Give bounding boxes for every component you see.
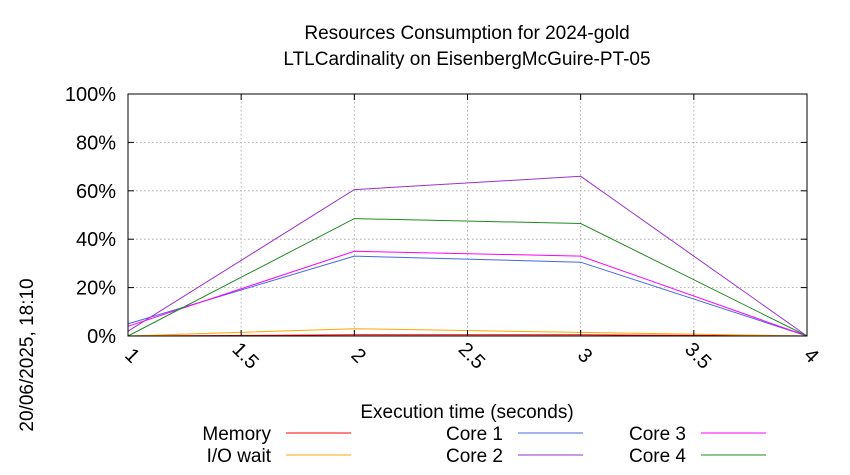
y-tick-label: 0% bbox=[87, 326, 116, 348]
y-tick-label: 80% bbox=[76, 132, 116, 154]
y-tick-label: 20% bbox=[76, 278, 116, 300]
chart-title-line-2: LTLCardinality on EisenbergMcGuire-PT-05 bbox=[283, 49, 650, 70]
x-axis-label: Execution time (seconds) bbox=[360, 402, 573, 423]
series-line-core-2 bbox=[127, 175, 808, 337]
y-tick-label: 60% bbox=[76, 181, 116, 203]
y-tick-label: 40% bbox=[76, 229, 116, 251]
x-tick-label: 2.5 bbox=[454, 338, 489, 373]
series-line-core-4 bbox=[127, 218, 808, 337]
x-tick-label: 2 bbox=[347, 344, 370, 367]
x-axis-ticks: 1 1.5 2 2.5 3 3.5 4 bbox=[120, 94, 823, 374]
y-tick-label: 100% bbox=[65, 84, 116, 106]
timestamp-label: 20/06/2025, 18:10 bbox=[17, 278, 38, 431]
y-axis-ticks: 0% 20% 40% 60% 80% 100% bbox=[65, 84, 807, 348]
x-tick-label: 3.5 bbox=[680, 338, 715, 373]
chart-title-line-1: Resources Consumption for 2024-gold bbox=[304, 23, 629, 44]
series-line-core-3 bbox=[127, 250, 808, 337]
legend-label: Core 4 bbox=[629, 446, 686, 467]
legend-label: Core 1 bbox=[446, 424, 503, 445]
series-lines bbox=[127, 175, 808, 337]
legend-label: Memory bbox=[202, 424, 271, 445]
grid-lines bbox=[128, 94, 807, 336]
x-tick-label: 4 bbox=[799, 344, 822, 367]
legend-label: I/O wait bbox=[207, 446, 272, 467]
legend-label: Core 2 bbox=[446, 446, 503, 467]
x-tick-label: 3 bbox=[573, 344, 596, 367]
x-tick-label: 1 bbox=[120, 344, 143, 367]
x-tick-label: 1.5 bbox=[228, 338, 263, 373]
legend-label: Core 3 bbox=[629, 424, 686, 445]
series-line-core-1 bbox=[127, 255, 808, 337]
